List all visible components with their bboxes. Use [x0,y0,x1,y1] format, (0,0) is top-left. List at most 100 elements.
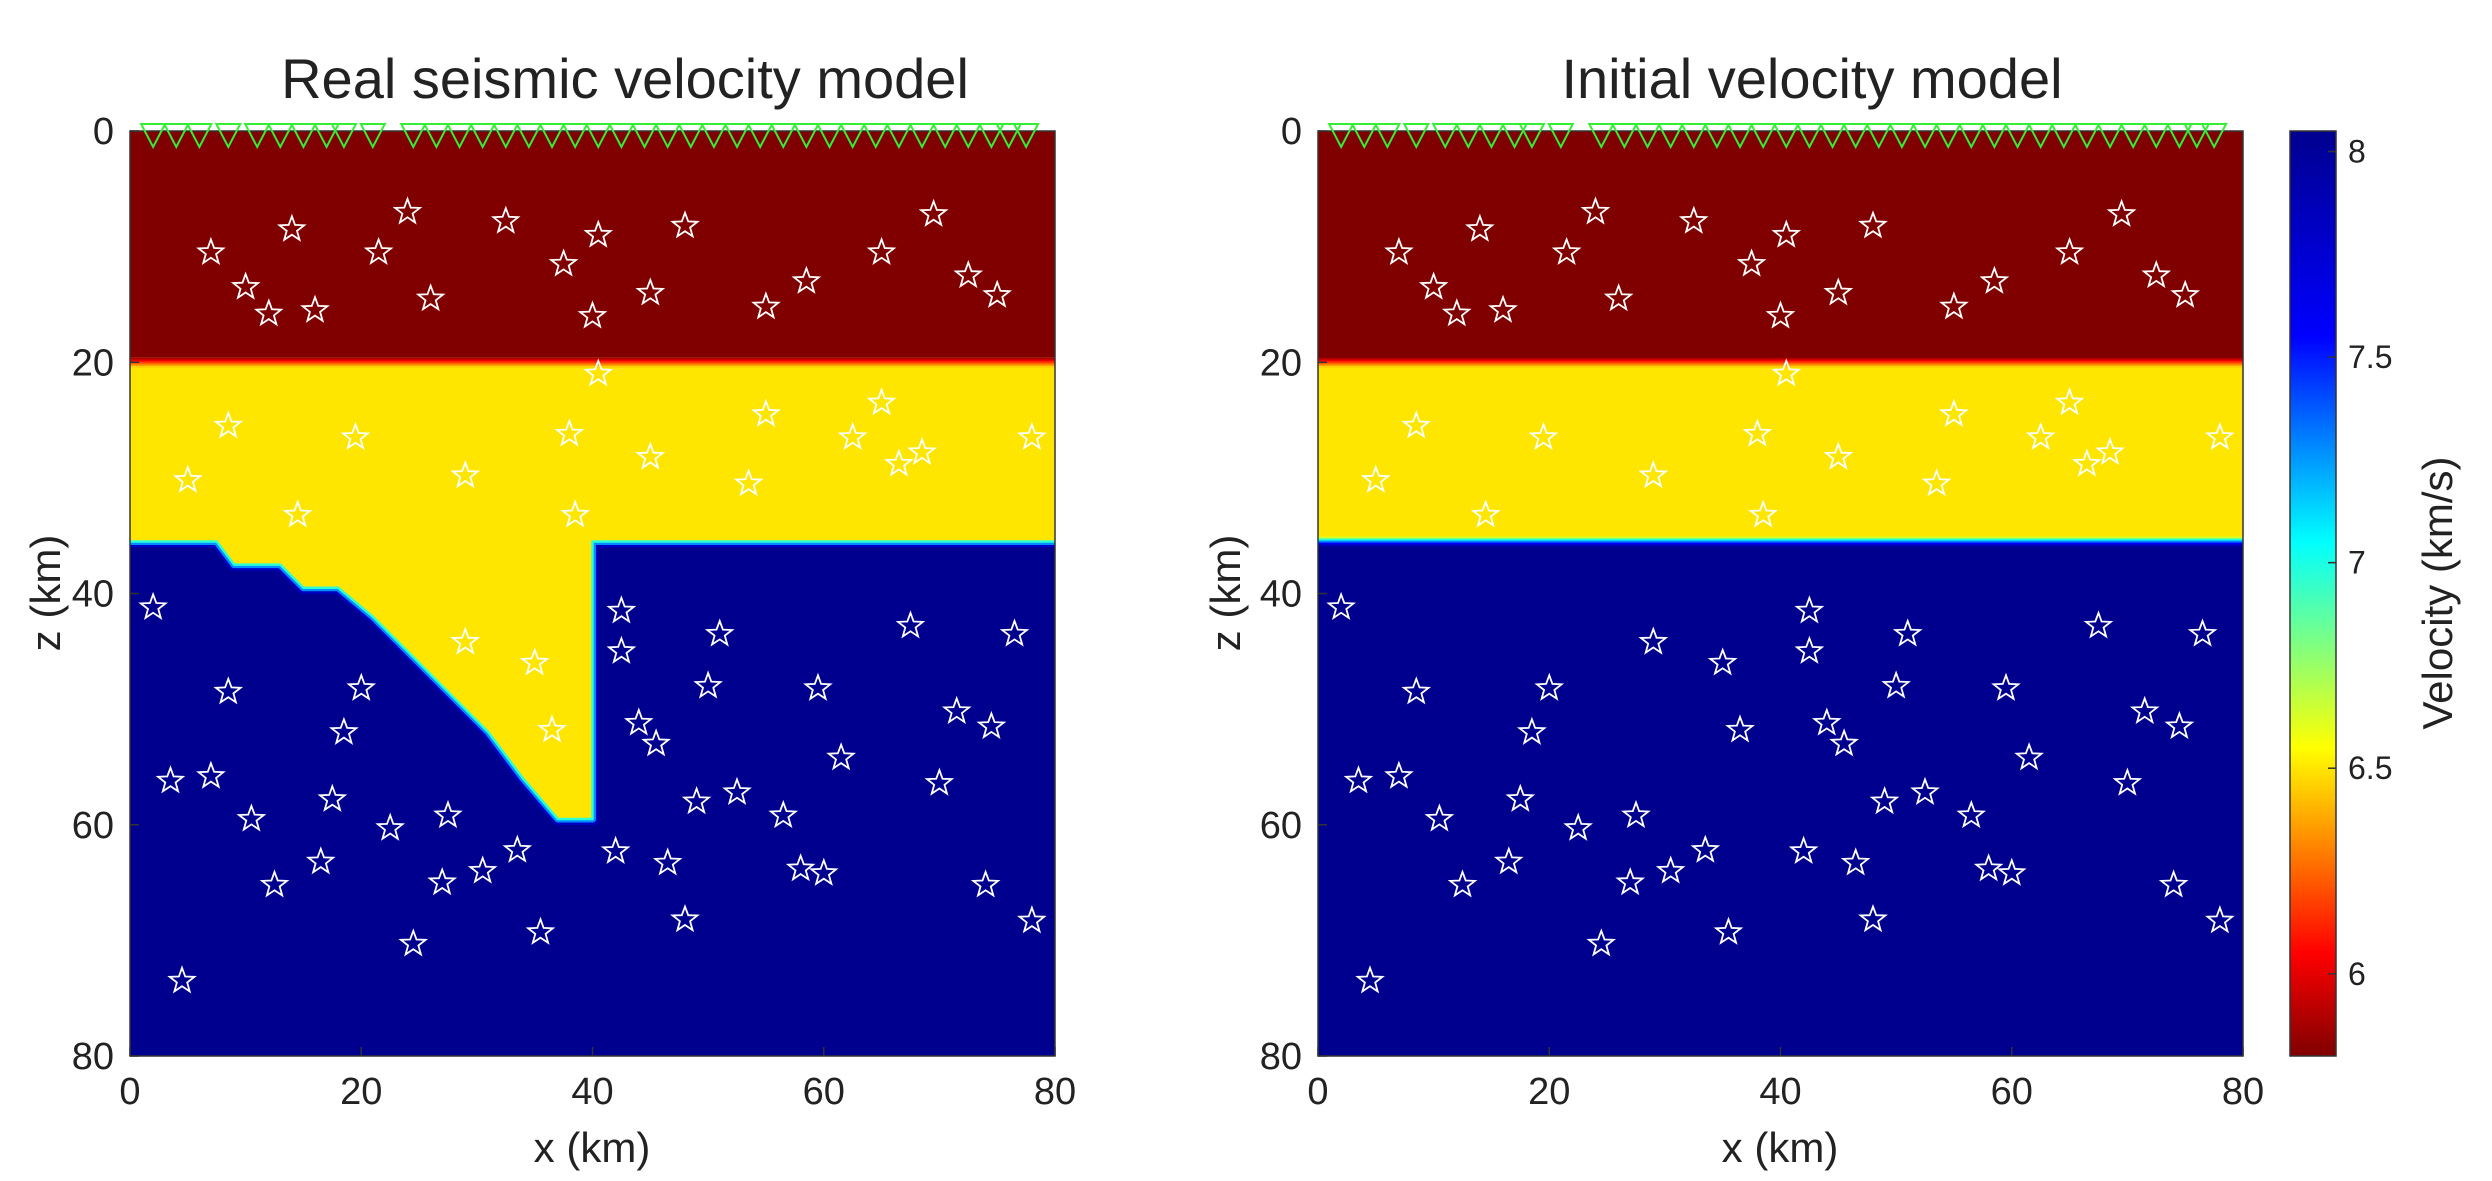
event-star-marker [583,358,614,387]
event-star-marker [1892,618,1923,647]
event-star-marker [363,236,394,266]
event-star-marker [1343,765,1374,794]
event-star-marker [1788,835,1819,865]
event-star-marker [866,387,897,416]
event-star-marker [1638,626,1669,655]
receiver-triangle-marker [312,123,341,150]
event-star-marker [172,464,203,493]
moho-transition [1318,540,2243,543]
receiver-triangle-marker [1865,123,1893,150]
receiver-triangle-marker [2200,123,2228,150]
event-star-marker [2054,236,2085,266]
receiver-triangle-marker [607,123,636,150]
receiver-triangle-marker [1795,123,1824,150]
receiver-markers [1327,123,2228,150]
event-star-marker [1418,271,1449,300]
event-star-marker [138,591,168,621]
receiver-triangle-marker [2073,123,2101,150]
event-star-marker [2072,448,2102,477]
event-star-marker [1326,591,1356,621]
event-star-marker [1771,358,1802,387]
x-axis-label: x (km) [1722,1124,1839,1171]
event-star-marker [1603,283,1634,312]
event-star-marker [1401,676,1432,705]
event-star-marker [554,418,585,447]
y-axis-ticks: 0 20 40 60 80 [1260,111,1327,1078]
velocity-layer-0 [1318,131,2243,363]
y-tick-label: 60 [72,805,114,847]
event-star-marker [2205,905,2235,934]
event-star-marker [213,676,244,705]
event-star-marker [1516,716,1547,745]
conrad-transition [130,361,1055,363]
event-star-marker [722,776,752,806]
x-tick-label: 20 [340,1071,382,1113]
event-star-marker [2054,387,2085,416]
x-tick-label: 80 [1034,1071,1076,1113]
event-star-marker [623,707,654,736]
event-star-marker [1991,672,2021,701]
event-star-marker [282,499,313,528]
event-star-marker [196,760,226,789]
event-star-marker [1881,670,1911,699]
receiver-triangle-marker [1547,123,1575,150]
event-star-marker [196,236,226,266]
receiver-triangle-marker [139,123,167,150]
event-star-marker [924,767,955,796]
conrad-transition [130,357,1055,360]
event-star-marker [1840,847,1871,876]
receiver-triangle-marker [1633,123,1662,150]
event-star-marker [2141,259,2172,289]
receiver-triangle-marker [769,123,797,150]
y-tick-label: 20 [72,342,114,384]
receiver-triangle-marker [330,123,358,150]
event-star-marker [1017,421,1047,451]
receiver-triangle-marker [1431,123,1459,150]
event-star-marker [693,670,723,699]
event-star-marker [502,834,533,863]
event-star-marker [670,904,700,933]
event-star-marker [751,291,781,320]
event-star-marker [560,499,590,528]
event-star-marker [826,742,856,771]
real-velocity-model-panel: Real seismic velocity model 0 20 40 60 80 0 2… [22,47,1076,1171]
receiver-triangle-marker [266,123,294,150]
plot-title: Initial velocity model [1561,47,2062,110]
moho-transition-inner [130,540,1055,821]
event-star-marker [2158,869,2189,898]
colorbar-ticks: 6 6.5 7 7.5 8 [2328,134,2392,992]
event-star-marker [1996,857,2027,886]
event-star-marker [548,248,579,277]
event-star-marker [1811,707,1842,736]
receiver-triangle-marker [2165,123,2194,150]
initial-velocity-model-panel: Initial velocity model 0 20 40 60 80 0 20 40 60… [1202,47,2264,1171]
x-tick-label: 0 [1307,1071,1328,1113]
receiver-triangle-marker [2142,123,2170,150]
y-tick-label: 0 [93,111,114,153]
receiver-triangle-marker [1934,123,1962,150]
event-star-marker [1493,846,1524,875]
conrad-transition [1318,362,2243,365]
receiver-triangle-marker [2119,123,2147,150]
velocity-layer-1 [1318,362,2243,542]
receiver-triangle-marker [289,123,318,150]
receiver-triangle-marker [1818,123,1847,150]
receiver-triangle-marker [1477,123,1506,150]
event-star-marker [2112,767,2143,796]
receiver-triangle-marker [1657,123,1685,150]
event-star-marker [1401,410,1432,439]
event-star-marker [953,259,984,289]
receiver-triangle-marker [700,123,728,150]
x-axis-ticks: 0 20 40 60 80 [1307,1047,2264,1113]
event-star-marker [1690,834,1721,863]
event-star-marker [1528,421,1559,451]
event-star-marker [1655,855,1686,884]
y-tick-label: 20 [1260,342,1302,384]
receiver-triangle-marker [469,123,497,150]
receiver-triangle-marker [2027,123,2055,150]
receiver-markers [139,123,1040,150]
moho-transition [1318,537,2243,540]
receiver-triangle-marker [1842,123,1870,150]
event-star-marker [635,277,666,306]
event-star-marker [1956,799,1987,829]
